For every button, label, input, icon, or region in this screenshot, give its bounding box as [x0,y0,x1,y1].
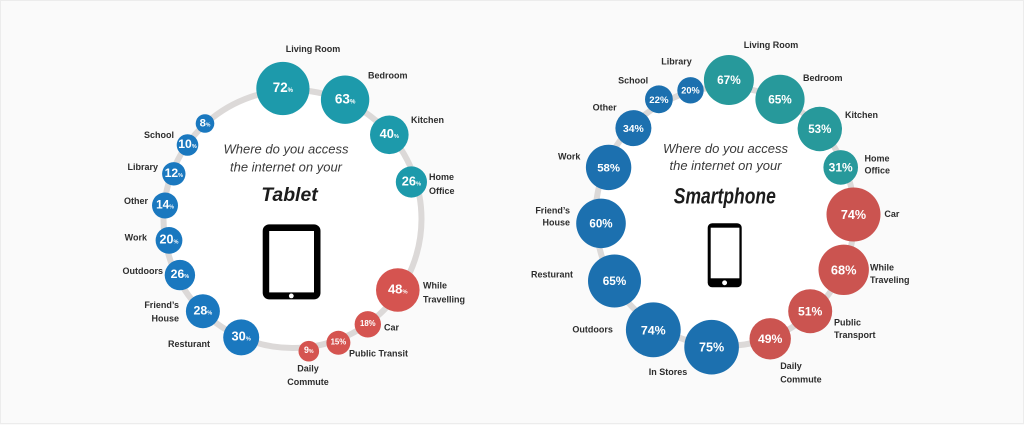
svg-text:Public: Public [834,318,861,328]
svg-text:Home: Home [429,172,454,182]
svg-text:Kitchen: Kitchen [411,115,444,125]
svg-text:74%: 74% [841,208,866,222]
svg-text:House: House [151,313,179,323]
svg-text:15%: 15% [331,337,347,346]
svg-text:34%: 34% [623,124,644,135]
svg-text:Kitchen: Kitchen [845,110,878,120]
svg-text:65%: 65% [768,93,792,107]
svg-text:31%: 31% [829,161,853,175]
svg-text:68%: 68% [831,262,857,277]
svg-text:In Stores: In Stores [649,367,688,377]
svg-text:67%: 67% [717,73,741,87]
svg-text:Bedroom: Bedroom [368,70,408,80]
svg-text:20%: 20% [681,86,699,96]
svg-text:While: While [870,263,894,273]
svg-text:House: House [542,218,570,228]
svg-text:Commute: Commute [287,377,329,387]
svg-text:65%: 65% [603,274,627,288]
svg-text:Library: Library [661,57,692,67]
svg-text:Where do you access: Where do you access [223,141,349,156]
svg-text:Tablet: Tablet [261,184,319,206]
svg-text:51%: 51% [798,305,823,319]
svg-text:the internet on your: the internet on your [230,159,343,174]
svg-text:Other: Other [124,196,149,206]
svg-text:the internet on your: the internet on your [669,158,782,173]
svg-text:Bedroom: Bedroom [803,73,843,83]
svg-text:Office: Office [429,186,455,196]
svg-text:Resturant: Resturant [168,339,210,349]
svg-text:22%: 22% [649,95,669,106]
svg-text:74%: 74% [641,323,666,337]
svg-text:Resturant: Resturant [531,270,573,280]
svg-text:Public Transit: Public Transit [349,348,408,358]
svg-text:Friend’s: Friend’s [535,205,570,215]
svg-text:Work: Work [558,152,581,162]
svg-text:60%: 60% [589,218,612,231]
svg-text:While: While [423,280,447,290]
svg-text:Traveling: Traveling [870,275,910,285]
svg-text:18%: 18% [360,319,376,328]
svg-text:Home: Home [865,154,890,164]
svg-text:9%: 9% [304,345,314,355]
svg-text:Outdoors: Outdoors [123,266,164,276]
svg-text:Living Room: Living Room [286,44,341,54]
svg-text:Car: Car [884,209,900,219]
svg-text:Transport: Transport [834,330,876,340]
svg-text:Smartphone: Smartphone [674,183,776,208]
svg-text:Living Room: Living Room [744,40,799,50]
svg-text:Other: Other [593,103,618,113]
svg-text:School: School [144,130,174,140]
svg-text:Daily: Daily [297,363,319,373]
svg-text:Travelling: Travelling [423,294,465,304]
svg-text:53%: 53% [808,124,831,136]
svg-text:Friend’s: Friend’s [144,300,179,310]
svg-text:Where do you access: Where do you access [663,141,789,156]
svg-text:Daily: Daily [780,361,802,371]
svg-text:75%: 75% [699,341,724,355]
svg-text:Office: Office [865,165,891,175]
svg-text:Commute: Commute [780,375,822,385]
svg-text:Library: Library [127,162,158,172]
svg-text:8%: 8% [200,117,211,129]
svg-text:49%: 49% [758,332,783,346]
svg-text:58%: 58% [597,163,620,175]
svg-text:Car: Car [384,322,400,332]
svg-text:Work: Work [125,232,148,242]
svg-text:School: School [618,76,648,86]
svg-text:Outdoors: Outdoors [572,324,613,334]
